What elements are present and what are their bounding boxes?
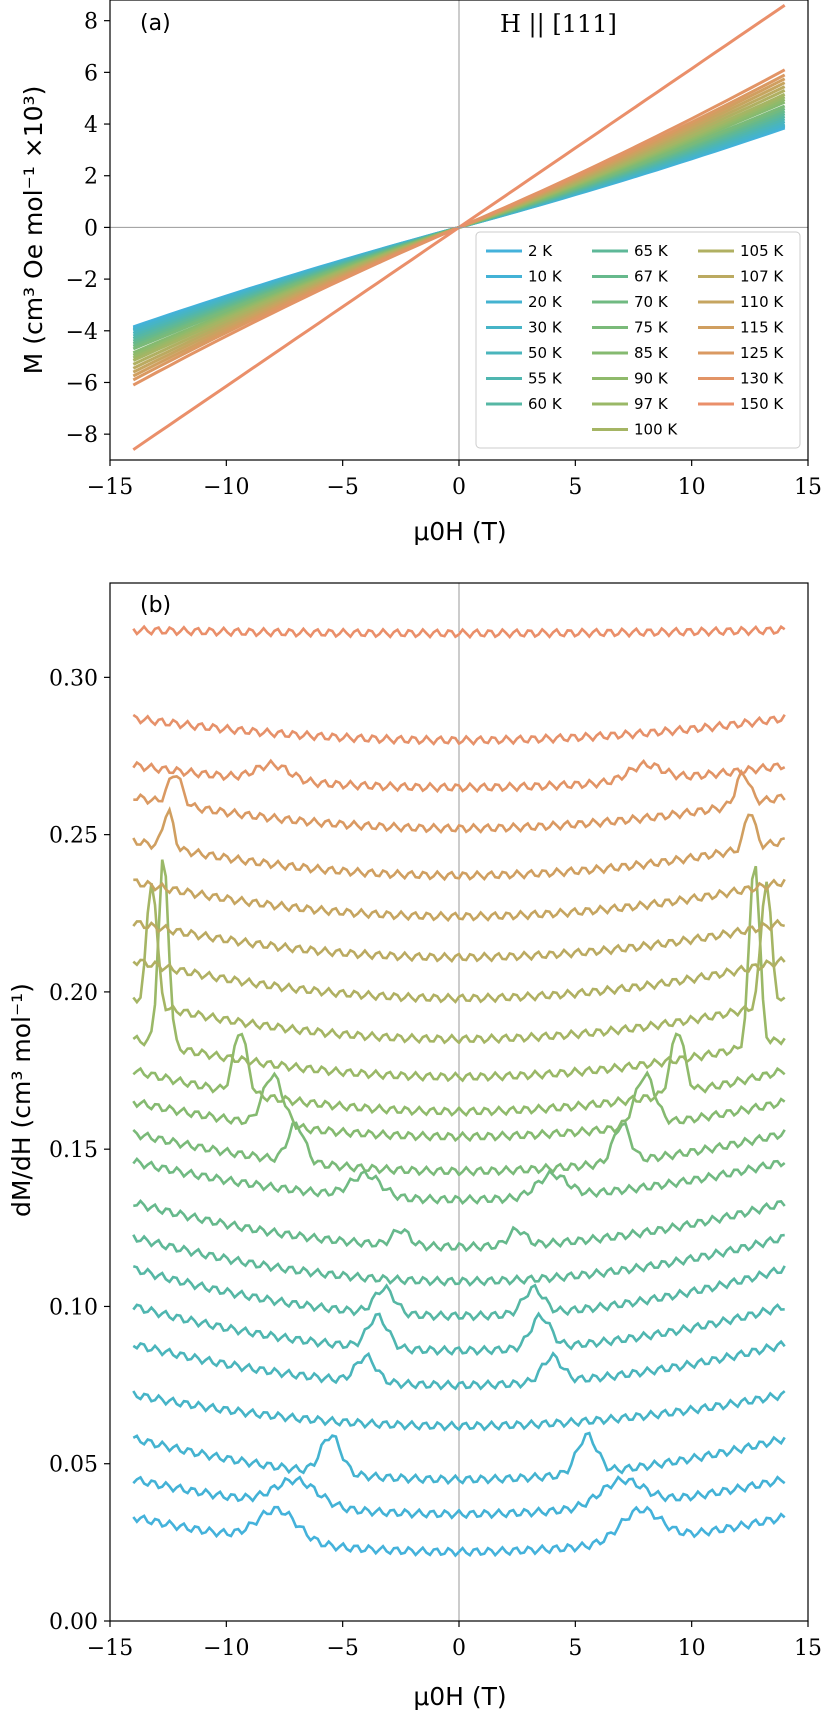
- legend-label: 30 K: [528, 319, 563, 337]
- panel-b-ticks: −15 −10 −5 0 5 10 15 0.00 0.05 0.10 0.15 0.20 0.25 0.…: [49, 666, 822, 1661]
- x-tick-label: 0: [452, 1636, 466, 1661]
- susceptibility-line-70K: [132, 1157, 786, 1206]
- y-tick-label: 8: [84, 10, 98, 35]
- legend-box: [475, 231, 801, 449]
- y-tick-label: 0.00: [49, 1610, 98, 1635]
- susceptibility-line-110K: [133, 878, 786, 923]
- x-tick-label: 10: [678, 475, 706, 500]
- susceptibility-line-90K: [132, 1032, 786, 1118]
- panel-a-tag: (a): [140, 11, 171, 36]
- y-tick-label: 0.20: [49, 981, 98, 1006]
- legend-label: 85 K: [634, 344, 669, 362]
- legend-label: 125 K: [740, 344, 784, 362]
- legend-label: 20 K: [528, 293, 563, 311]
- x-tick-label: 5: [568, 1636, 582, 1661]
- susceptibility-line-75K: [132, 1121, 786, 1177]
- x-tick-label: 5: [568, 475, 582, 500]
- x-tick-label: −10: [203, 475, 249, 500]
- legend-label: 110 K: [740, 293, 784, 311]
- legend-label: 67 K: [634, 268, 669, 286]
- y-tick-label: −8: [66, 423, 98, 448]
- y-tick-label: −4: [66, 320, 98, 345]
- panel-b: −15 −10 −5 0 5 10 15 0.00 0.05 0.10 0.15 0.20 0.25 0.…: [7, 582, 822, 1711]
- y-tick-label: 4: [84, 113, 98, 138]
- x-tick-label: 0: [452, 475, 466, 500]
- y-tick-label: 0.30: [49, 666, 98, 691]
- susceptibility-line-107K: [132, 918, 786, 963]
- susceptibility-line-97K: [132, 859, 786, 1083]
- x-tick-label: 10: [678, 1636, 706, 1661]
- susceptibility-line-100K: [132, 881, 786, 1045]
- legend-label: 75 K: [634, 319, 669, 337]
- susceptibility-line-140K: [132, 713, 786, 747]
- legend-label: 115 K: [740, 319, 784, 337]
- panel-a-zero-lines: [110, 0, 808, 460]
- legend-label: 55 K: [528, 370, 563, 388]
- susceptibility-line-20K: [132, 1431, 786, 1486]
- y-tick-label: 0: [84, 216, 98, 241]
- panel-b-curves: [132, 624, 786, 1558]
- susceptibility-line-115K: [132, 806, 786, 882]
- susceptibility-line-150K: [132, 624, 786, 640]
- susceptibility-line-55K: [132, 1303, 785, 1356]
- field-direction-annotation: H || [111]: [500, 10, 617, 39]
- panel-b-tag: (b): [140, 593, 171, 618]
- panel-a-ticks: −15 −10 −5 0 5 10 15 −8 −6 −4 −2 0 2 4 6 8: [66, 10, 822, 500]
- legend-label: 105 K: [740, 242, 784, 260]
- legend-label: 90 K: [634, 370, 669, 388]
- legend-label: 97 K: [634, 395, 669, 413]
- legend-label: 2 K: [528, 242, 553, 260]
- legend-label: 70 K: [634, 293, 669, 311]
- legend-label: 10 K: [528, 268, 563, 286]
- legend-label: 100 K: [634, 421, 678, 439]
- susceptibility-line-67K: [133, 1199, 786, 1253]
- panel-b-y-axis-label: dM/dH (cm³ mol⁻¹): [7, 983, 36, 1217]
- panel-a-x-axis-label: μ0H (T): [413, 517, 506, 546]
- legend-label: 107 K: [740, 268, 784, 286]
- panel-b-x-axis-label: μ0H (T): [413, 1682, 506, 1711]
- legend-label: 50 K: [528, 344, 563, 362]
- y-tick-label: 0.10: [49, 1295, 98, 1320]
- y-tick-label: 0.15: [49, 1138, 98, 1163]
- x-tick-label: −10: [203, 1636, 249, 1661]
- susceptibility-line-10K: [132, 1475, 786, 1520]
- susceptibility-line-105K: [132, 955, 786, 1004]
- legend-label: 150 K: [740, 395, 784, 413]
- susceptibility-line-65K: [132, 1233, 785, 1287]
- panel-a: −15 −10 −5 0 5 10 15 −8 −6 −4 −2 0 2 4 6 8 (a) H || [11…: [19, 0, 822, 546]
- x-tick-label: −15: [87, 475, 133, 500]
- susceptibility-line-125K: [133, 768, 786, 834]
- legend-label: 60 K: [528, 395, 563, 413]
- y-tick-label: 0.25: [49, 824, 98, 849]
- y-tick-label: −6: [66, 371, 98, 396]
- y-tick-label: −2: [66, 268, 98, 293]
- x-tick-label: −5: [326, 475, 358, 500]
- susceptibility-line-85K: [132, 1070, 786, 1143]
- susceptibility-line-50K: [132, 1339, 786, 1391]
- x-tick-label: 15: [794, 475, 822, 500]
- susceptibility-line-130K: [132, 758, 786, 794]
- y-tick-label: 0.05: [49, 1453, 98, 1478]
- legend-label: 65 K: [634, 242, 669, 260]
- y-tick-label: 6: [84, 61, 98, 86]
- x-tick-label: 15: [794, 1636, 822, 1661]
- susceptibility-line-60K: [132, 1264, 786, 1322]
- legend-label: 130 K: [740, 370, 784, 388]
- panel-a-legend: 2 K 10 K 20 K 30 K 50 K 55 K 60 K 65 K 67 K 70 K 7…: [475, 231, 801, 449]
- susceptibility-line-30K: [132, 1390, 786, 1432]
- x-tick-label: −15: [87, 1636, 133, 1661]
- y-tick-label: 2: [84, 165, 98, 190]
- susceptibility-line-2K: [132, 1505, 786, 1558]
- panel-a-y-axis-label: M (cm³ Oe mol⁻¹ ×10³): [19, 86, 48, 375]
- x-tick-label: −5: [326, 1636, 358, 1661]
